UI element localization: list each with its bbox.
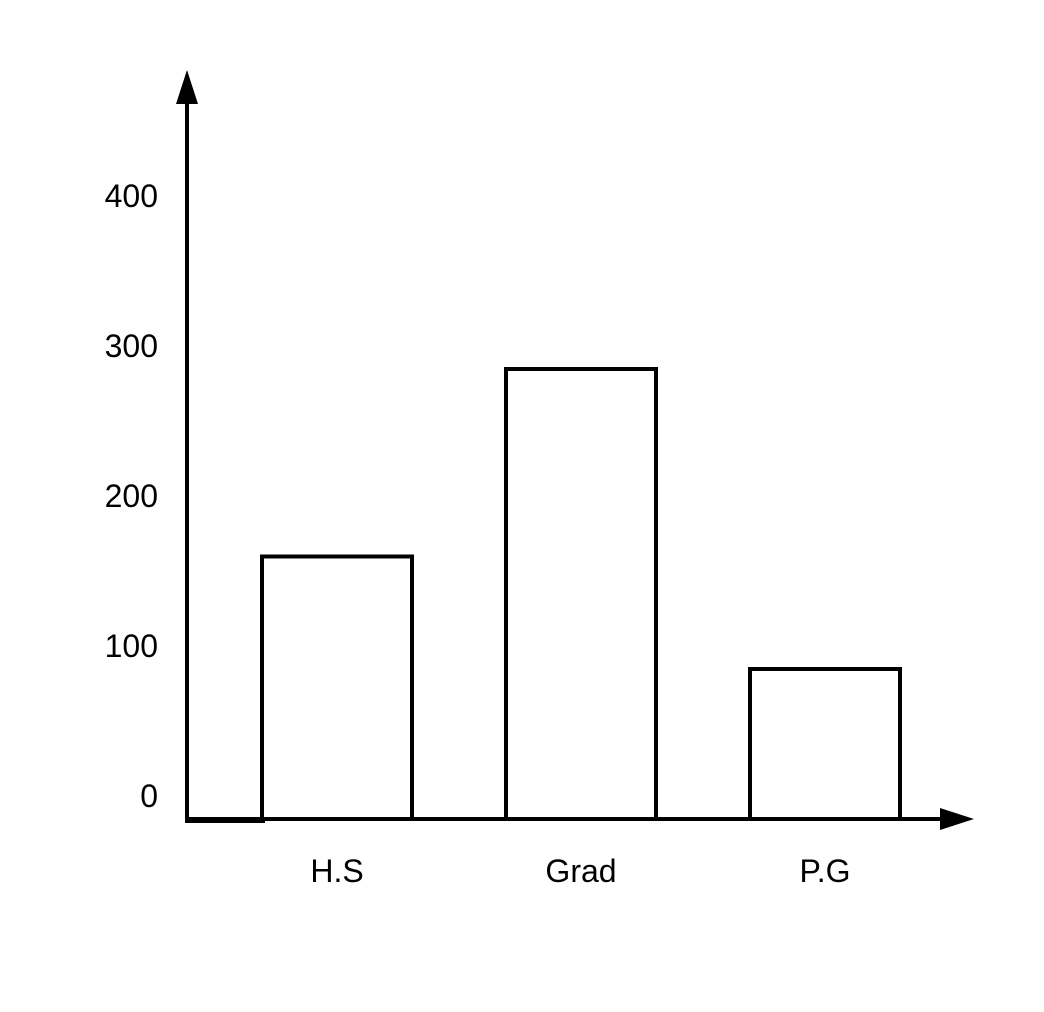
bar-h-s [260, 554, 414, 821]
bar-p-g [748, 667, 902, 821]
y-axis-arrow-icon [176, 70, 198, 104]
x-tick-label: Grad [545, 853, 616, 889]
axes-layer [176, 70, 974, 830]
y-tick-label: 100 [105, 628, 158, 664]
y-tick-label: 400 [105, 178, 158, 214]
x-tick-labels: H.S Grad P.G [310, 853, 850, 889]
y-tick-label: 200 [105, 478, 158, 514]
x-axis-arrow-icon [940, 808, 974, 830]
x-tick-label: P.G [800, 853, 851, 889]
y-tick-label: 300 [105, 328, 158, 364]
bars-layer [260, 367, 902, 821]
y-tick-label: 0 [140, 778, 158, 814]
bar-grad [504, 367, 658, 821]
x-tick-label: H.S [310, 853, 363, 889]
y-tick-labels: 0 100 200 300 400 [105, 178, 158, 814]
